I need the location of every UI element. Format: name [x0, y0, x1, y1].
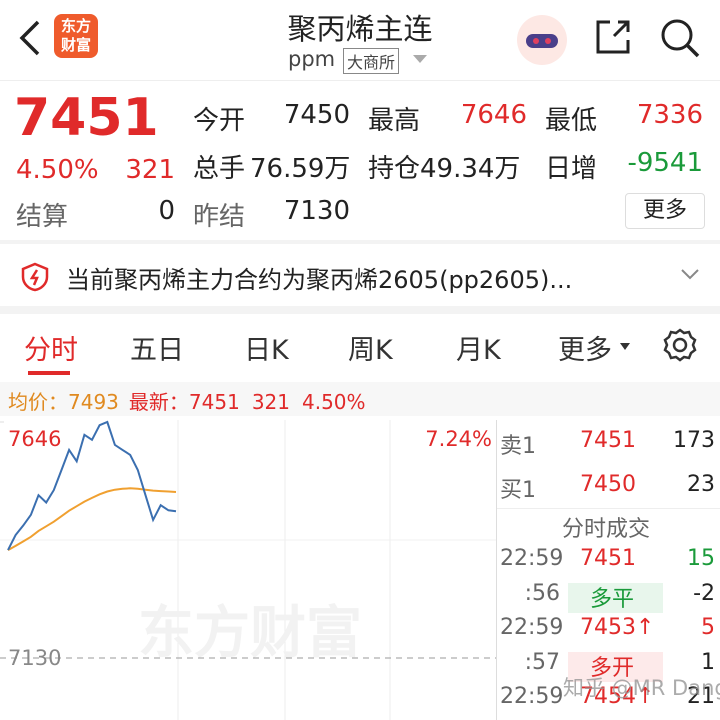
field-label: 最低 [545, 106, 598, 136]
divider [0, 80, 720, 81]
tab[interactable]: 日K [244, 335, 289, 366]
trade-volume: 15 [687, 546, 715, 571]
field-label: 结算 [16, 202, 69, 232]
trade-time: 22:59 [500, 546, 564, 571]
field-label: 今开 [193, 106, 246, 136]
trade-volume: 1 [701, 649, 715, 675]
book-price: 7450 [580, 472, 636, 497]
avatar[interactable] [516, 14, 568, 66]
divider [0, 240, 720, 244]
trade-type-bg [568, 582, 663, 613]
info-change-pct: 4.50% [302, 390, 366, 414]
dropdown-icon[interactable] [412, 54, 428, 64]
field-label: 昨结 [193, 202, 246, 232]
notice-text[interactable]: 当前聚丙烯主力合约为聚丙烯2605(pp2605)... [66, 266, 573, 294]
divider [497, 508, 720, 509]
field-value: 7336 [636, 100, 703, 130]
tab[interactable]: 分时 [24, 335, 78, 366]
field-value: 49.34万 [420, 154, 521, 184]
field-label: 日增 [545, 154, 598, 184]
trade-volume: -2 [693, 580, 715, 606]
change-pct: 4.50% [16, 155, 99, 185]
field-value: 7646 [460, 100, 527, 130]
info-line: 均价：7493 最新：7451 321 4.50% [8, 386, 366, 415]
trade-type: 多开 [590, 655, 635, 681]
field-label: 总手 [193, 154, 246, 184]
book-volume: 23 [687, 472, 715, 497]
change: 321 [125, 155, 175, 185]
avg-line [7, 487, 177, 551]
trade-time: :56 [524, 580, 560, 606]
avg: 7493 [68, 390, 119, 414]
share-button[interactable] [592, 16, 634, 58]
field-value: 7450 [283, 100, 350, 130]
tab-dropdown-icon [620, 343, 630, 350]
trade-price: 7451 [580, 546, 636, 571]
divider [0, 306, 720, 314]
logo: 东方 财富 [54, 14, 98, 58]
book-label: 买1 [500, 478, 536, 503]
divider [496, 420, 497, 720]
more-button[interactable]: 更多 [625, 193, 705, 229]
tab[interactable]: 周K [348, 335, 393, 366]
search-button[interactable] [658, 16, 702, 60]
tab-underline [28, 371, 70, 375]
notice-icon [21, 262, 49, 292]
title: 聚丙烯主连 [287, 12, 433, 46]
trade-type: 多平 [590, 586, 635, 612]
logo-text: 财富 [60, 36, 91, 54]
y-tick-label: 7130 [8, 646, 61, 670]
watermark: 知乎 @MR Dang [563, 676, 720, 700]
y-tick-label: 7646 [8, 427, 61, 451]
tab[interactable]: 更多 [558, 335, 612, 366]
price-line [7, 420, 177, 551]
trade-price: 7454↑ [580, 684, 655, 709]
field-value: -9541 [627, 148, 703, 178]
tab[interactable]: 五日 [130, 335, 184, 366]
field-value: 0 [158, 196, 175, 226]
latest: 7451 [188, 390, 240, 414]
expand-icon[interactable] [680, 268, 700, 282]
logo-text: 东方 [60, 17, 91, 35]
trades-title: 分时成交 [562, 517, 651, 542]
field-value: 7130 [283, 196, 350, 226]
trade-time: 22:59 [500, 615, 564, 640]
field-label: 持仓 [368, 154, 421, 184]
trade-type-bg [568, 651, 663, 682]
latest-label: 最新： [128, 390, 189, 414]
settings-button[interactable] [662, 327, 698, 363]
book-label: 卖1 [500, 434, 536, 459]
price: 7451 [14, 88, 159, 148]
back-button[interactable] [14, 18, 44, 58]
tab[interactable]: 月K [456, 335, 501, 366]
watermark: 东方财富 [138, 601, 362, 666]
field-value: 76.59万 [250, 154, 351, 184]
trade-volume: 5 [701, 615, 715, 640]
trade-price: 7453↑ [580, 615, 655, 640]
field-label: 最高 [368, 106, 421, 136]
code: ppm [288, 47, 336, 71]
trade-time: :57 [524, 649, 560, 675]
info-change: 321 [251, 390, 290, 414]
info-bar [0, 382, 720, 416]
trade-volume: 21 [687, 684, 715, 709]
exchange: 大商所 [343, 48, 400, 74]
intraday-chart: 东方财富 7.24% 7646 7130 [0, 420, 496, 720]
book-volume: 173 [673, 428, 715, 453]
avg-label: 均价： [8, 390, 68, 414]
book-price: 7451 [580, 428, 636, 453]
trade-time: 22:59 [500, 684, 564, 709]
pct-label: 7.24% [425, 427, 492, 451]
